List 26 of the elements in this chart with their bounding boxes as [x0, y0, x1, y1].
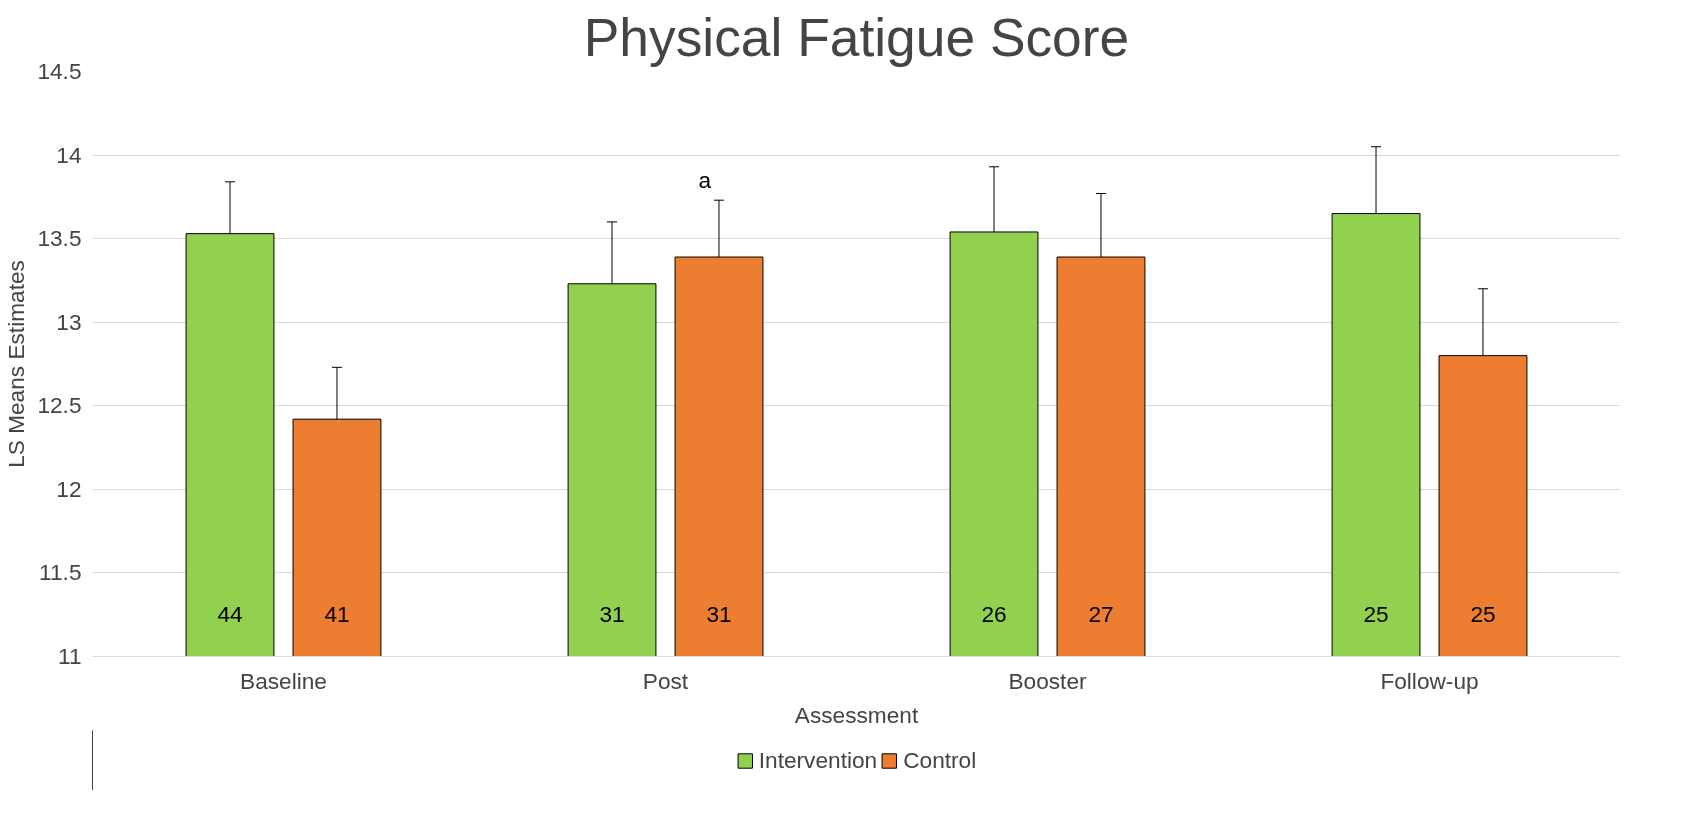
annotation: 31 — [706, 601, 732, 628]
annotation: a — [698, 167, 712, 194]
x-tick-label: Follow-up — [1380, 667, 1479, 694]
annotation: 25 — [1363, 601, 1389, 628]
y-tick-label: 12.5 — [37, 392, 82, 419]
y-tick-label: 14.5 — [37, 58, 82, 84]
y-tick-label: 11 — [57, 643, 82, 669]
annotation: 31 — [599, 601, 625, 628]
y-axis-title: LS Means Estimates — [3, 260, 30, 468]
annotation: 25 — [1470, 601, 1496, 628]
y-tick-label: 13.5 — [37, 225, 82, 252]
legend-label: Control — [903, 746, 977, 774]
y-tick-label: 11.5 — [39, 559, 82, 586]
legend-label: Intervention — [758, 746, 878, 774]
y-tick-label: 14 — [56, 141, 82, 168]
x-tick-label: Post — [642, 667, 689, 694]
x-tick-label: Booster — [1008, 667, 1087, 694]
x-axis-title: Assessment — [794, 701, 919, 728]
annotation: 41 — [324, 601, 350, 628]
annotation: 44 — [217, 601, 243, 628]
annotation: 27 — [1088, 601, 1114, 628]
y-tick-label: 12 — [56, 475, 82, 502]
annotation: 26 — [981, 601, 1007, 628]
x-tick-label: Baseline — [240, 667, 327, 694]
y-tick-label: 13 — [56, 308, 82, 335]
chart-title: Physical Fatigue Score — [583, 7, 1130, 67]
